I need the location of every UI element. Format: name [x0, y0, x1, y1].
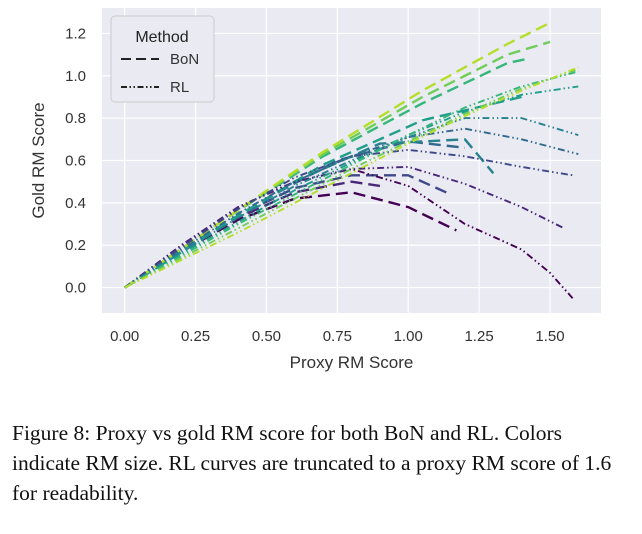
rl-series-line-15	[124, 70, 579, 289]
y-tick-label: 0.2	[65, 237, 86, 254]
legend-title: Method	[135, 29, 188, 46]
y-tick-label: 1.2	[65, 25, 86, 42]
bon-series-line-2	[124, 174, 452, 289]
y-tick-label: 1.0	[65, 68, 86, 85]
x-tick-label: 0.75	[323, 328, 352, 345]
rl-series-line-13	[124, 117, 579, 289]
y-axis-label: Gold RM Score	[29, 102, 48, 218]
x-tick-label: 0.00	[110, 328, 139, 345]
y-tick-label: 0.0	[65, 280, 86, 297]
x-axis-label: Proxy RM Score	[290, 353, 414, 372]
chart-container: 0.00 0.25 0.50 0.75 1.00 1.25 1.50 0.0 0.2 0.4 0.…	[29, 8, 601, 372]
x-tick-label: 1.25	[464, 328, 493, 345]
legend-label-rl: RL	[170, 79, 189, 96]
rl-series-line-14	[124, 85, 579, 289]
chart-svg: 0.00 0.25 0.50 0.75 1.00 1.25 1.50 0.00.20.40.…	[29, 8, 601, 372]
rl-series-line-9	[124, 168, 574, 299]
legend-box	[110, 15, 215, 103]
y-tick-labels: 0.0 0.2 0.4 0.6 0.8 1.0 1.2	[65, 25, 86, 296]
series-layer	[124, 21, 579, 299]
x-tick-label: 0.25	[181, 328, 210, 345]
bon-series-line-8	[124, 21, 551, 289]
x-tick-label: 1.50	[535, 328, 564, 345]
rl-series-line-12	[124, 127, 579, 289]
rl-series-line-16	[124, 68, 579, 289]
legend-label-bon: BoN	[170, 51, 199, 68]
x-tick-labels: 0.00 0.25 0.50 0.75 1.00 1.25 1.50	[110, 328, 564, 345]
bon-series-line-0	[124, 191, 457, 289]
y-tick-label: 0.4	[65, 195, 86, 212]
rl-series-line-17	[124, 66, 579, 289]
x-tick-label: 0.50	[252, 328, 281, 345]
x-tick-label: 1.00	[394, 328, 423, 345]
y-tick-label: 0.8	[65, 110, 86, 127]
y-tick-label: 0.6	[65, 153, 86, 170]
legend: Method BoN RL	[110, 15, 215, 103]
figure-caption: Figure 8: Proxy vs gold RM score for bot…	[12, 421, 612, 505]
